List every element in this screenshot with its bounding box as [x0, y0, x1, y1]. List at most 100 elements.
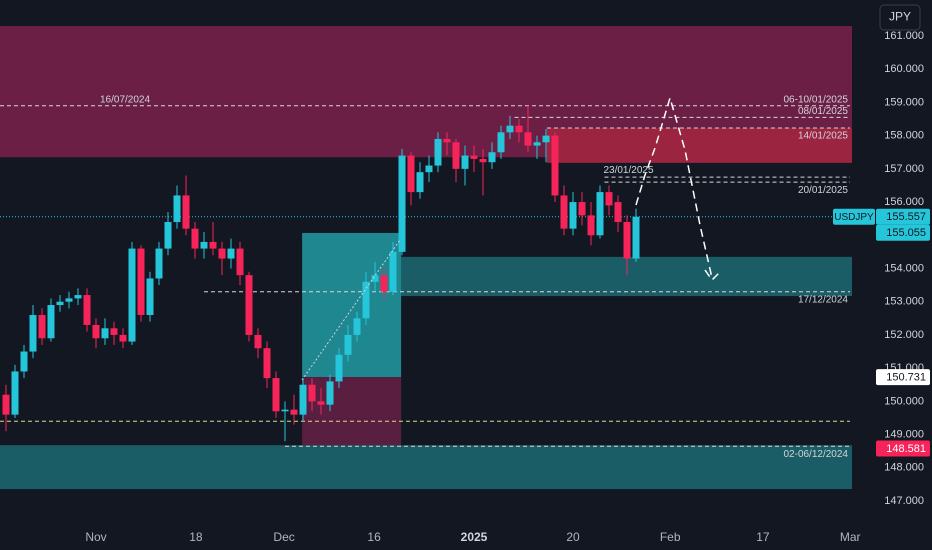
y-tick-label: 158.000 — [884, 130, 924, 142]
level-label: 08/01/2025 — [798, 106, 848, 117]
candle-body — [380, 275, 388, 292]
candle-body — [218, 248, 226, 259]
candle-body — [92, 324, 100, 339]
candle-body — [191, 228, 199, 249]
x-tick-label: 17 — [756, 530, 770, 544]
level-label: 17/12/2024 — [798, 294, 848, 305]
candle-body — [488, 152, 496, 163]
price-badge-label: 155.055 — [886, 227, 926, 239]
currency: JPY — [889, 10, 911, 24]
candle-body — [2, 394, 10, 415]
trend-line — [301, 239, 401, 381]
level-label: 02-06/12/2024 — [783, 449, 848, 460]
candle-body — [272, 378, 280, 412]
price-badge — [876, 224, 930, 241]
price-badge — [876, 208, 930, 225]
candle-body — [137, 248, 145, 315]
candle-body — [155, 248, 163, 279]
y-tick-label: 147.000 — [884, 495, 924, 507]
candle-body — [56, 301, 64, 306]
candle-body — [29, 314, 37, 352]
candle-body — [83, 295, 91, 325]
y-tick-label: 154.000 — [884, 262, 924, 274]
candle-body — [110, 328, 118, 335]
level-label: 20/01/2025 — [798, 185, 848, 196]
candle-body — [317, 401, 325, 405]
zone — [400, 256, 852, 297]
symbol-badge — [833, 208, 875, 225]
candle-body — [371, 275, 379, 282]
y-tick-label: 156.000 — [884, 196, 924, 208]
y-tick-label: 152.000 — [884, 329, 924, 341]
candle-body — [461, 155, 469, 169]
candle-body — [263, 348, 271, 379]
candle-body — [290, 409, 298, 415]
zone — [0, 445, 852, 490]
candle-body — [569, 202, 577, 229]
x-tick-label: Feb — [660, 530, 681, 544]
candle-body — [245, 275, 253, 335]
candle-body — [173, 195, 181, 223]
candle-body — [407, 155, 415, 193]
price-badge — [876, 369, 930, 386]
candle-body — [524, 132, 532, 146]
candle-body — [353, 318, 361, 335]
candle-body — [443, 138, 451, 143]
candle-body — [416, 172, 424, 193]
candle-body — [209, 241, 217, 249]
candle-body — [236, 248, 244, 276]
candle-body — [623, 222, 631, 259]
candle-body — [101, 328, 109, 339]
level-label: 06-10/01/2025 — [783, 94, 848, 105]
candle-body — [479, 158, 487, 163]
price-badge-label: 150.731 — [886, 371, 926, 383]
candle-body — [605, 192, 613, 206]
candle-body — [344, 334, 352, 355]
zone — [546, 128, 852, 163]
candle-body — [398, 155, 406, 252]
symbol-label: USDJPY — [834, 212, 874, 223]
x-tick-label: 20 — [566, 530, 580, 544]
candle-body — [632, 216, 640, 259]
candle-body — [326, 381, 334, 405]
candle-body — [182, 195, 190, 229]
x-tick-label: 16 — [367, 530, 381, 544]
candle-body — [425, 165, 433, 173]
projection-arrow — [635, 95, 721, 282]
candle-body — [434, 138, 442, 166]
candle-body — [533, 142, 541, 146]
candle-body — [389, 251, 397, 292]
candle-body — [254, 334, 262, 349]
y-tick-label: 150.000 — [884, 395, 924, 407]
level-label: 16/07/2024 — [100, 94, 150, 105]
currency-button[interactable] — [879, 4, 921, 31]
x-tick-label: 2025 — [461, 530, 488, 544]
y-tick-label: 157.000 — [884, 163, 924, 175]
candle-body — [281, 409, 289, 412]
price-badge-label: 148.581 — [886, 443, 926, 455]
y-tick-label: 160.000 — [884, 63, 924, 75]
candle-body — [164, 222, 172, 249]
candle-body — [335, 354, 343, 382]
candle-body — [146, 278, 154, 315]
level-label: 14/01/2025 — [798, 131, 848, 142]
candle-body — [38, 314, 46, 339]
candle-body — [119, 334, 127, 342]
level-label: 23/01/2025 — [603, 165, 653, 176]
candle-body — [65, 298, 73, 302]
candle-body — [614, 202, 622, 223]
price-badge-label: 155.557 — [886, 211, 926, 223]
x-tick-label: Dec — [273, 530, 294, 544]
candle-body — [227, 248, 235, 259]
candle-body — [308, 384, 316, 402]
candle-body — [596, 192, 604, 236]
candle-body — [578, 202, 586, 216]
candle-body — [470, 155, 478, 159]
candle-body — [551, 135, 559, 196]
zone — [302, 232, 402, 378]
zone — [302, 377, 402, 446]
candle-body — [587, 215, 595, 236]
candle-body — [299, 384, 307, 415]
candle-body — [128, 248, 136, 342]
